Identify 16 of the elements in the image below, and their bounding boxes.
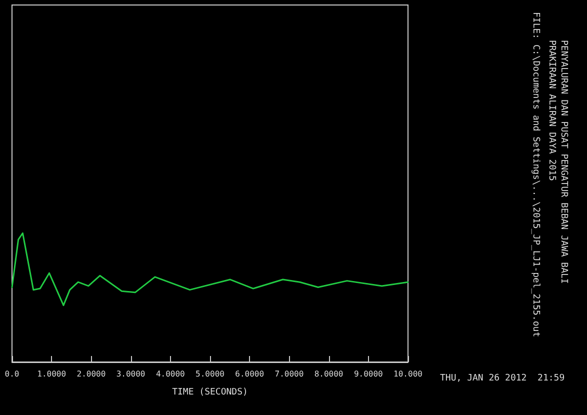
text: PENYALURAN DAN PUSAT PENGATUR BEBAN JAWA BALI — [558, 40, 568, 284]
x-tick-label: 0.0 — [4, 370, 20, 378]
x-tick-label: 7.0000 — [274, 370, 304, 378]
x-tick-label: 3.0000 — [116, 370, 146, 378]
x-tick-label: 1.0000 — [37, 370, 66, 378]
x-tick-label: 5.0000 — [196, 370, 225, 378]
text: FILE: C:\Documents and Settings\...\2015_JP_LJ1-pel_2155.out — [530, 12, 540, 338]
x-tick-label: 8.0000 — [314, 370, 344, 378]
x-tick-label: 2.0000 — [76, 370, 106, 378]
x-tick-label: 10.000 — [394, 370, 423, 378]
x-tick-label: 6.0000 — [235, 370, 264, 378]
x-tick-label: 9.0000 — [354, 370, 384, 378]
x-axis-title: TIME (SECONDS) — [172, 388, 248, 398]
text: PRAKIRAAN ALIRAN DAYA 2015 — [546, 40, 556, 181]
x-tick-label: 4.0000 — [156, 370, 186, 378]
text: THU, JAN 26 2012 21:59 — [440, 374, 565, 384]
